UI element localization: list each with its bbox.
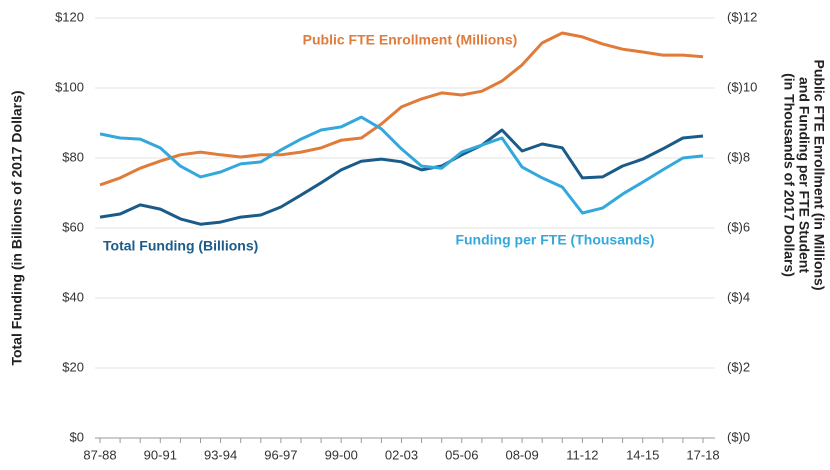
x-tick-label: 17-18 xyxy=(686,447,719,462)
y-axis-title: Total Funding (in Billions of 2017 Dolla… xyxy=(9,90,25,365)
y2-tick-label: ($)2 xyxy=(727,359,750,374)
y2-tick-label: ($)4 xyxy=(727,289,750,304)
y2-tick-label: ($)8 xyxy=(727,149,750,164)
x-tick-label: 05-06 xyxy=(445,447,478,462)
series-label: Public FTE Enrollment (Millions) xyxy=(303,32,518,48)
x-tick-label: 96-97 xyxy=(264,447,297,462)
x-tick-label: 99-00 xyxy=(325,447,358,462)
y2-tick-label: ($)6 xyxy=(727,219,750,234)
x-tick-label: 93-94 xyxy=(204,447,237,462)
x-tick-label: 11-12 xyxy=(566,447,598,462)
y2-axis-title: Public FTE Enrollment (in Millions) xyxy=(811,60,827,291)
y2-tick-label: ($)0 xyxy=(727,429,750,444)
y2-axis-title: and Funding per FTE Student xyxy=(796,77,812,273)
x-tick-label: 02-03 xyxy=(385,447,418,462)
x-tick-label: 90-91 xyxy=(144,447,177,462)
x-tick-label: 08-09 xyxy=(505,447,538,462)
series-line xyxy=(99,115,704,215)
y2-tick-label: ($)12 xyxy=(727,9,757,24)
series-line xyxy=(99,128,704,226)
y-tick-label: $100 xyxy=(55,79,84,94)
y-tick-label: $20 xyxy=(62,359,84,374)
y-tick-label: $60 xyxy=(62,219,84,234)
y-tick-label: $0 xyxy=(70,429,84,444)
series-label: Funding per FTE (Thousands) xyxy=(455,232,654,248)
y2-axis-title: (in Thousands of 2017 Dollars) xyxy=(781,73,797,277)
y-tick-label: $40 xyxy=(62,289,84,304)
y2-tick-label: ($)10 xyxy=(727,79,757,94)
x-tick-label: 87-88 xyxy=(83,447,116,462)
y-tick-label: $80 xyxy=(62,149,84,164)
x-tick-label: 14-15 xyxy=(626,447,659,462)
series-line xyxy=(99,31,704,187)
y-tick-label: $120 xyxy=(55,9,84,24)
series-label: Total Funding (Billions) xyxy=(103,238,258,254)
